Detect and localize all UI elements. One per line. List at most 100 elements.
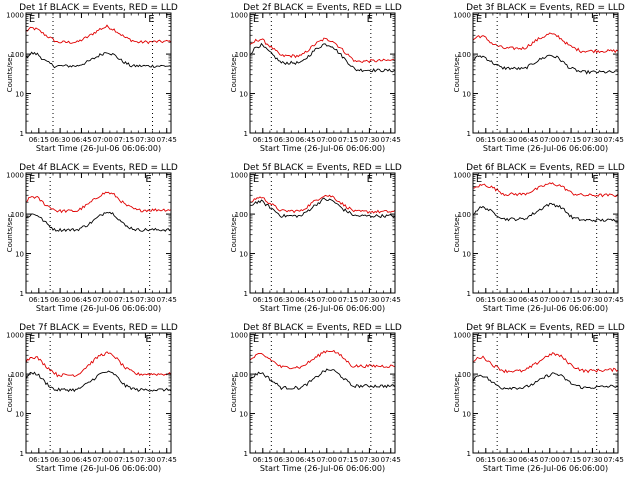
x-tick-label: 07:15 — [561, 456, 581, 464]
y-tick-label: 100 — [11, 51, 24, 59]
y-tick-label: 100 — [458, 371, 471, 379]
x-tick-label: 07:00 — [540, 136, 560, 144]
x-tick-label: 06:15 — [253, 456, 273, 464]
x-tick-label: 07:45 — [381, 456, 401, 464]
marker-label-e: E — [367, 14, 373, 25]
y-tick-label: 1 — [20, 130, 24, 138]
series-line-lld — [25, 191, 172, 214]
x-tick-label: 06:30 — [274, 456, 294, 464]
plot-frame — [25, 12, 172, 134]
y-tick-label: 1000 — [6, 172, 24, 180]
x-axis-label: Start Time (26-Jul-06 06:06:00) — [36, 304, 161, 313]
y-tick-label: 1000 — [230, 12, 248, 20]
y-tick-label: 100 — [11, 371, 24, 379]
x-tick-label: 07:45 — [381, 296, 401, 304]
y-tick-label: 1 — [467, 130, 471, 138]
series-line-events — [25, 211, 172, 233]
x-tick-label: 07:15 — [114, 456, 134, 464]
series-line-lld — [249, 349, 396, 370]
x-tick-label: 07:45 — [157, 136, 177, 144]
plot-frame — [249, 332, 396, 454]
x-tick-label: 06:15 — [476, 296, 496, 304]
marker-label-e: E — [592, 14, 598, 25]
plot-frame — [25, 332, 172, 454]
x-tick-label: 07:30 — [135, 296, 155, 304]
y-tick-label: 10 — [239, 91, 248, 99]
chart-title: Det 8f BLACK = Events, RED = LLD — [243, 323, 402, 333]
x-tick-label: 07:45 — [604, 456, 624, 464]
x-tick-label: 07:30 — [582, 296, 602, 304]
x-tick-label: 07:45 — [381, 136, 401, 144]
x-tick-label: 06:15 — [476, 456, 496, 464]
y-tick-label: 10 — [15, 251, 24, 259]
x-tick-label: 07:00 — [317, 456, 337, 464]
series-line-events — [472, 202, 619, 223]
y-axis-label: Counts/sec — [453, 54, 461, 93]
y-axis-label: Counts/sec — [230, 54, 238, 93]
x-tick-label: 06:15 — [253, 296, 273, 304]
x-tick-label: 07:00 — [317, 136, 337, 144]
x-axis-label: Start Time (26-Jul-06 06:06:00) — [483, 464, 608, 473]
plot-frame — [25, 172, 172, 294]
x-tick-label: 06:15 — [476, 136, 496, 144]
x-tick-label: 07:00 — [93, 456, 113, 464]
x-axis-label: Start Time (26-Jul-06 06:06:00) — [483, 144, 608, 153]
marker-label-e: E — [476, 174, 482, 185]
marker-label-e: E — [253, 174, 259, 185]
x-tick-label: 07:45 — [604, 136, 624, 144]
y-tick-label: 1 — [467, 450, 471, 458]
marker-label-e: E — [476, 334, 482, 345]
x-tick-label: 06:15 — [29, 136, 49, 144]
y-tick-label: 1000 — [230, 332, 248, 340]
y-axis-label: Counts/sec — [6, 374, 14, 413]
x-axis-label: Start Time (26-Jul-06 06:06:00) — [260, 144, 385, 153]
y-tick-label: 10 — [15, 91, 24, 99]
x-tick-label: 06:45 — [71, 296, 91, 304]
chart-title: Det 7f BLACK = Events, RED = LLD — [19, 323, 178, 333]
y-axis-label: Counts/sec — [6, 214, 14, 253]
x-tick-label: 06:45 — [295, 296, 315, 304]
x-axis-label: Start Time (26-Jul-06 06:06:00) — [260, 304, 385, 313]
y-tick-label: 10 — [462, 251, 471, 259]
x-tick-label: 07:00 — [540, 456, 560, 464]
x-axis-label: Start Time (26-Jul-06 06:06:00) — [36, 144, 161, 153]
marker-label-e: E — [253, 334, 259, 345]
x-tick-label: 07:30 — [359, 456, 379, 464]
y-tick-label: 1 — [20, 450, 24, 458]
series-line-events — [25, 370, 172, 393]
x-tick-label: 07:30 — [359, 136, 379, 144]
x-tick-label: 07:15 — [114, 296, 134, 304]
marker-label-e: E — [29, 334, 35, 345]
x-tick-label: 06:15 — [253, 136, 273, 144]
x-tick-label: 07:15 — [338, 456, 358, 464]
x-tick-label: 07:15 — [561, 136, 581, 144]
y-tick-label: 1000 — [6, 12, 24, 20]
y-tick-label: 1000 — [453, 172, 471, 180]
marker-label-e: E — [29, 14, 35, 25]
series-line-events — [249, 197, 396, 219]
x-tick-label: 07:30 — [359, 296, 379, 304]
marker-label-e: E — [148, 14, 154, 25]
x-tick-label: 07:45 — [157, 296, 177, 304]
x-tick-label: 07:15 — [561, 296, 581, 304]
x-tick-label: 07:30 — [135, 136, 155, 144]
y-tick-label: 100 — [235, 211, 248, 219]
y-tick-label: 1000 — [6, 332, 24, 340]
y-tick-label: 1000 — [453, 12, 471, 20]
x-tick-label: 07:45 — [604, 296, 624, 304]
x-tick-label: 06:45 — [295, 456, 315, 464]
y-axis-label: Counts/sec — [230, 374, 238, 413]
marker-label-e: E — [476, 14, 482, 25]
y-tick-label: 1000 — [453, 332, 471, 340]
series-line-lld — [25, 24, 172, 45]
y-tick-label: 100 — [458, 51, 471, 59]
marker-label-e: E — [145, 174, 151, 185]
chart-title: Det 4f BLACK = Events, RED = LLD — [19, 163, 178, 173]
y-tick-label: 1000 — [230, 172, 248, 180]
series-line-events — [472, 54, 619, 75]
